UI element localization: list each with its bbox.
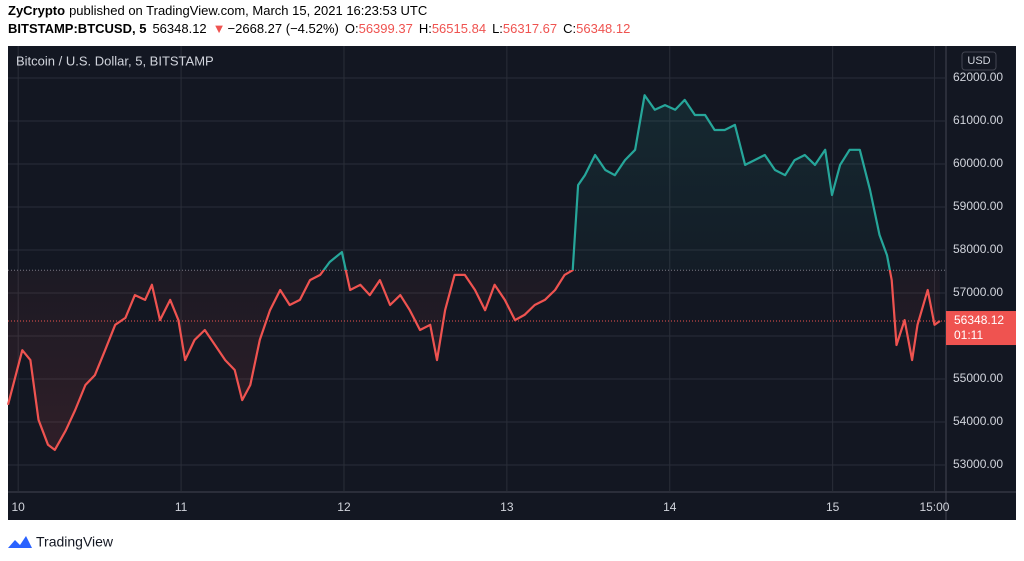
price-line (6, 94, 941, 451)
x-tick-label: 14 (663, 500, 677, 514)
last-price-box (946, 311, 1016, 346)
ohlc-value: 56515.84 (432, 21, 486, 36)
down-arrow: ▼ (213, 21, 226, 36)
y-tick-label: 53000.00 (953, 457, 1003, 471)
area (8, 95, 940, 450)
ohlc-value: 56348.12 (576, 21, 630, 36)
last-price-label: 56348.12 (954, 313, 1004, 327)
byline: ZyCrypto published on TradingView.com, Ma… (8, 3, 427, 18)
x-tick-label: 15 (826, 500, 840, 514)
y-tick-label: 61000.00 (953, 113, 1003, 127)
brand: TradingView (36, 534, 114, 550)
chart-title: Bitcoin / U.S. Dollar, 5, BITSTAMP (16, 53, 214, 68)
y-tick-label: 59000.00 (953, 199, 1003, 213)
ohlc-value: 56317.67 (503, 21, 557, 36)
last: 56348.12 (152, 21, 206, 36)
x-tick-label: 11 (175, 500, 188, 514)
unit-box (961, 51, 997, 71)
y-tick-label: 62000.00 (953, 70, 1003, 84)
x-tick-label: 10 (12, 500, 26, 514)
y-tick-label: 54000.00 (953, 414, 1003, 428)
ohlc-label: L: (492, 21, 503, 36)
ohlc-label: O: (345, 21, 359, 36)
y-tick-label: 57000.00 (953, 285, 1003, 299)
x-tick-label: 13 (500, 500, 514, 514)
x-tick-label: 12 (337, 500, 351, 514)
ohlc-label: H: (419, 21, 432, 36)
author: ZyCrypto (8, 3, 65, 18)
change: −2668.27 (−4.52%) (228, 21, 339, 36)
ohlc-value: 56399.37 (359, 21, 413, 36)
y-tick-label: 60000.00 (953, 156, 1003, 170)
countdown: 01:11 (954, 328, 983, 342)
quote-line: BITSTAMP:BTCUSD, 5 56348.12 ▼ −2668.27 (−4.… (8, 21, 630, 36)
y-tick-label: 55000.00 (953, 371, 1003, 385)
logo (8, 536, 32, 548)
y-tick-label: 58000.00 (953, 242, 1003, 256)
published: published on TradingView.com, March 15, … (69, 3, 427, 18)
ohlc-label: C: (563, 21, 576, 36)
symbol: BITSTAMP:BTCUSD, 5 (8, 21, 146, 36)
axis-unit: USD (967, 55, 990, 67)
x-tick-label: 15:00 (919, 500, 949, 514)
